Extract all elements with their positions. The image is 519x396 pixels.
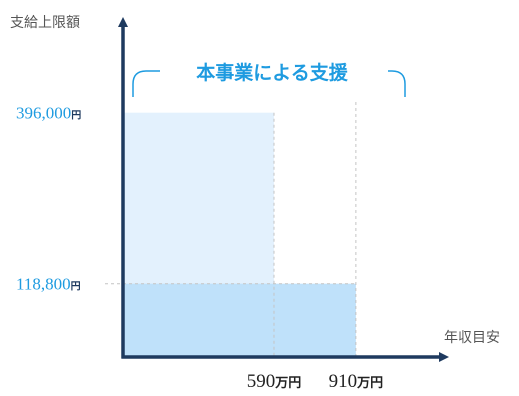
support-brace (132, 70, 406, 97)
y-axis-label: 支給上限額 (10, 15, 80, 31)
x-tick-unit-0: 万円 (274, 376, 301, 391)
y-tick-unit-0: 円 (71, 110, 81, 122)
support-brace-label: 本事業による支援 (196, 61, 348, 84)
region-1 (123, 283, 356, 357)
x-tick-labels: 590万円 910万円 (247, 371, 383, 392)
y-tick-label-0: 396,000円 (16, 104, 81, 123)
regions (123, 112, 356, 357)
x-tick-value-1: 910 (329, 371, 358, 392)
guide-lines (105, 102, 357, 357)
x-tick-unit-1: 万円 (356, 376, 383, 391)
y-tick-label-1: 118,800円 (16, 275, 81, 294)
y-tick-value-1: 118,800 (16, 275, 71, 294)
y-tick-unit-1: 円 (71, 281, 81, 293)
x-tick-label-1: 910万円 (329, 371, 384, 392)
x-axis-label: 年収目安 (444, 330, 500, 346)
y-tick-value-0: 396,000 (16, 104, 71, 123)
x-tick-label-0: 590万円 (247, 371, 302, 392)
x-tick-value-0: 590 (247, 371, 276, 392)
